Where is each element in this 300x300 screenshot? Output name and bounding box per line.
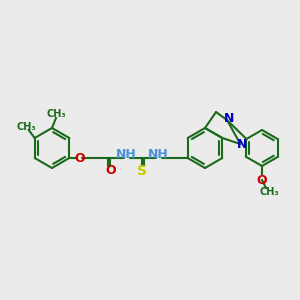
Text: N: N <box>224 112 234 124</box>
Text: NH: NH <box>116 148 137 160</box>
Text: O: O <box>105 164 116 176</box>
Text: O: O <box>257 173 267 187</box>
Text: N: N <box>237 137 247 151</box>
Text: O: O <box>74 152 85 164</box>
Text: CH₃: CH₃ <box>259 187 279 197</box>
Text: CH₃: CH₃ <box>17 122 37 132</box>
Text: CH₃: CH₃ <box>46 109 66 119</box>
Text: NH: NH <box>148 148 169 160</box>
Text: S: S <box>137 164 147 178</box>
